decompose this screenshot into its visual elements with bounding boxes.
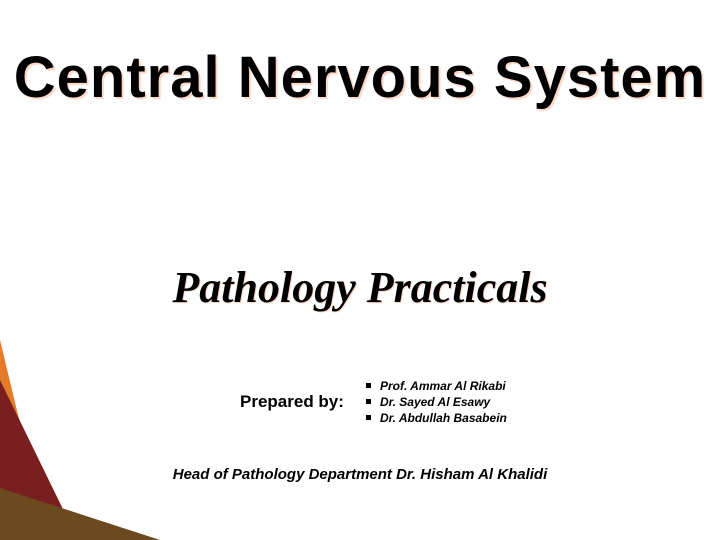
slide-subtitle: Pathology Practicals Pathology Practical… xyxy=(0,262,720,313)
prepared-block: Prepared by: Prof. Ammar Al Rikabi Dr. S… xyxy=(240,378,690,427)
slide-subtitle-text: Pathology Practicals xyxy=(0,262,720,313)
prepared-by-label: Prepared by: xyxy=(240,392,344,412)
author-list: Prof. Ammar Al Rikabi Dr. Sayed Al Esawy… xyxy=(366,378,507,427)
author-item: Dr. Abdullah Basabein xyxy=(366,410,507,426)
author-item: Prof. Ammar Al Rikabi xyxy=(366,378,507,394)
author-item: Dr. Sayed Al Esawy xyxy=(366,394,507,410)
accent-triangle-brown xyxy=(0,488,160,540)
slide-title-text: Central Nervous System xyxy=(0,48,720,109)
footer-line: Head of Pathology Department Dr. Hisham … xyxy=(0,466,720,483)
slide-title: Central Nervous System Central Nervous S… xyxy=(0,48,720,109)
slide: Central Nervous System Central Nervous S… xyxy=(0,0,720,540)
